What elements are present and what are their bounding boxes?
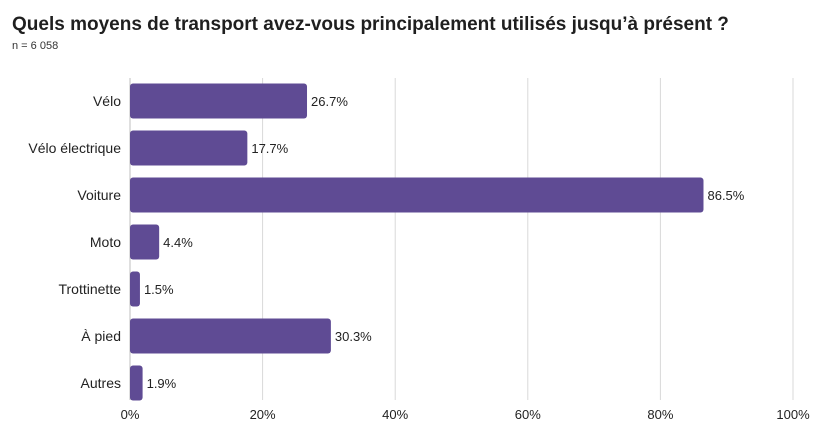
- value-label: 86.5%: [707, 188, 744, 203]
- bar: [130, 365, 143, 401]
- value-label: 1.5%: [144, 282, 174, 297]
- labels: 0% 20% 40% 60% 80% 100% Vélo 26.7% Vélo électriq…: [28, 93, 810, 422]
- bar: [130, 177, 704, 213]
- chart-title: Quels moyens de transport avez-vous prin…: [12, 14, 729, 35]
- x-tick-label: 100%: [776, 407, 810, 422]
- category-label: Vélo: [93, 93, 121, 109]
- bar: [130, 318, 331, 354]
- bar: [130, 224, 160, 260]
- value-label: 4.4%: [163, 235, 193, 250]
- value-label: 30.3%: [335, 329, 372, 344]
- category-label: Autres: [81, 375, 121, 391]
- category-label: Voiture: [77, 187, 121, 203]
- x-tick-label: 20%: [250, 407, 276, 422]
- value-label: 1.9%: [147, 376, 177, 391]
- bar: [130, 271, 140, 307]
- x-tick-label: 80%: [647, 407, 673, 422]
- category-label: Moto: [90, 234, 121, 250]
- x-tick-label: 0%: [121, 407, 140, 422]
- x-tick-label: 60%: [515, 407, 541, 422]
- category-label: À pied: [81, 328, 121, 344]
- category-label: Vélo électrique: [28, 140, 121, 156]
- value-label: 17.7%: [251, 141, 288, 156]
- category-label: Trottinette: [58, 281, 121, 297]
- chart-subtitle: n = 6 058: [12, 40, 59, 52]
- bars: [130, 83, 704, 401]
- bar: [130, 83, 308, 119]
- value-label: 26.7%: [311, 94, 348, 109]
- bar: [130, 130, 248, 166]
- x-tick-label: 40%: [382, 407, 408, 422]
